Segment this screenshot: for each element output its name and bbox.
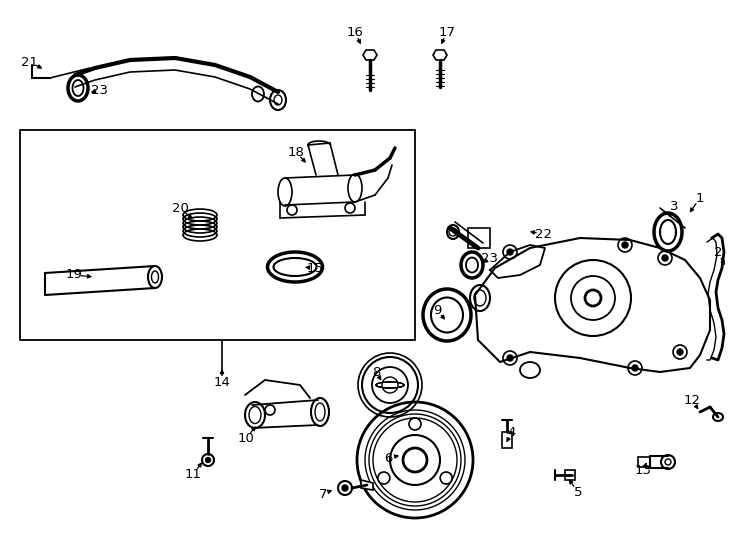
Text: 17: 17 — [438, 25, 456, 38]
Text: 19: 19 — [65, 268, 82, 281]
Circle shape — [206, 457, 211, 462]
Text: 5: 5 — [574, 485, 582, 498]
Circle shape — [632, 365, 638, 371]
Text: 1: 1 — [696, 192, 704, 205]
Text: 12: 12 — [683, 394, 700, 407]
Circle shape — [677, 349, 683, 355]
Text: 13: 13 — [634, 463, 652, 476]
Text: 21: 21 — [21, 56, 38, 69]
Text: 11: 11 — [184, 468, 202, 481]
Text: 9: 9 — [433, 303, 441, 316]
Text: 4: 4 — [508, 426, 516, 438]
Circle shape — [342, 485, 348, 491]
Text: 15: 15 — [307, 261, 324, 274]
Circle shape — [507, 355, 513, 361]
Circle shape — [382, 377, 398, 393]
Polygon shape — [502, 432, 512, 448]
Text: 8: 8 — [372, 366, 380, 379]
Polygon shape — [361, 480, 373, 490]
Circle shape — [507, 249, 513, 255]
Text: 3: 3 — [669, 200, 678, 213]
Text: 10: 10 — [238, 431, 255, 444]
Text: 22: 22 — [534, 227, 551, 240]
Circle shape — [403, 448, 427, 472]
Polygon shape — [565, 470, 575, 480]
Text: 23: 23 — [482, 252, 498, 265]
Text: 16: 16 — [346, 25, 363, 38]
Circle shape — [585, 290, 601, 306]
Polygon shape — [363, 50, 377, 60]
Text: 18: 18 — [288, 145, 305, 159]
Text: 2: 2 — [713, 246, 722, 259]
Polygon shape — [433, 50, 447, 60]
Circle shape — [449, 228, 457, 236]
Text: 23: 23 — [92, 84, 109, 97]
Circle shape — [662, 255, 668, 261]
Text: 6: 6 — [384, 451, 392, 464]
Circle shape — [622, 242, 628, 248]
Text: 14: 14 — [214, 375, 230, 388]
Text: 7: 7 — [319, 488, 327, 501]
Text: 20: 20 — [172, 201, 189, 214]
